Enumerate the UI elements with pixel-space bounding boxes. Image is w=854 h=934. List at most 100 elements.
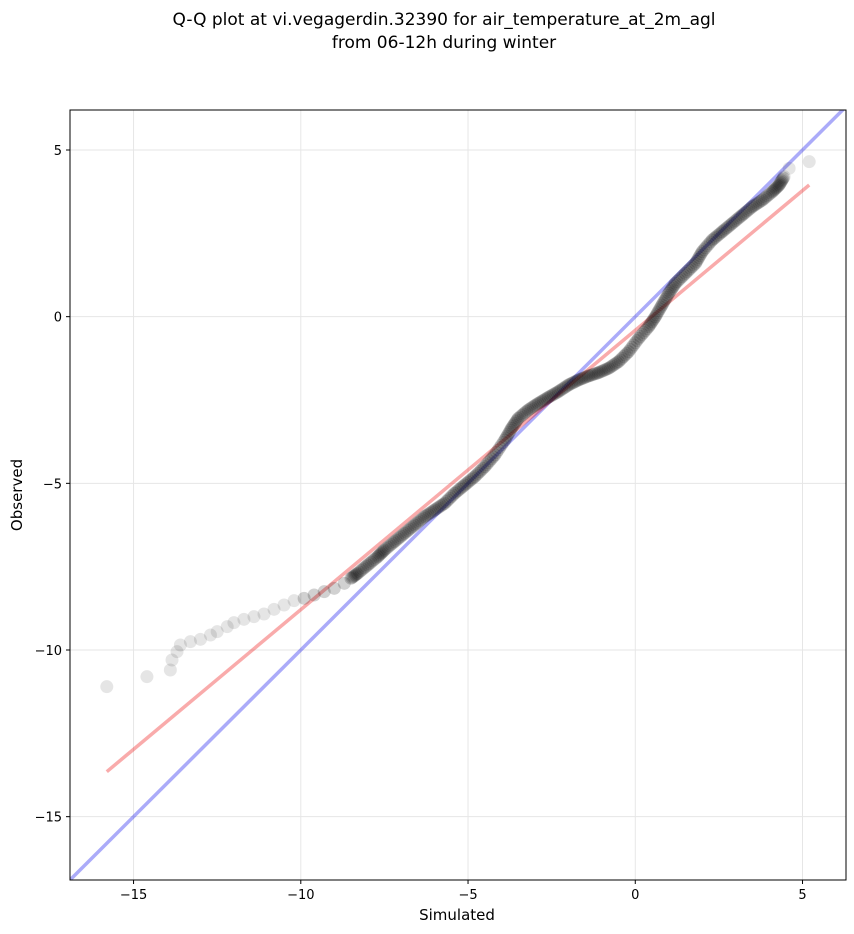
quantile-point <box>399 525 413 539</box>
quantile-point <box>678 266 692 280</box>
quantile-point <box>705 233 719 247</box>
quantile-point <box>344 571 358 585</box>
quantile-point <box>170 645 184 659</box>
quantile-point <box>404 521 418 535</box>
quantile-point <box>509 415 523 429</box>
quantile-point <box>720 221 734 234</box>
quantile-point <box>350 567 364 581</box>
quantile-point <box>563 377 577 391</box>
quantile-point <box>643 318 657 332</box>
quantile-point <box>267 602 281 616</box>
quantile-point <box>722 219 736 233</box>
quantile-point <box>364 555 378 569</box>
quantile-point <box>709 230 723 244</box>
quantile-point <box>769 181 783 195</box>
quantile-point <box>664 283 678 297</box>
quantile-point <box>424 505 438 519</box>
quantile-point <box>727 215 741 229</box>
quantile-point <box>734 209 748 223</box>
quantile-point <box>411 515 425 529</box>
quantile-point <box>694 247 708 261</box>
quantile-point <box>100 680 114 694</box>
quantile-point <box>247 610 261 624</box>
x-axis-ticks: −15 −10 −5 0 5 <box>120 880 807 903</box>
quantile-point <box>513 410 527 424</box>
quantile-point <box>536 393 550 407</box>
quantile-point <box>737 207 751 221</box>
quantile-point <box>725 216 739 230</box>
quantile-point <box>702 237 716 251</box>
quantile-point <box>673 271 687 285</box>
quantile-point <box>317 585 331 599</box>
quantile-point <box>608 357 622 371</box>
quantile-point <box>591 366 605 380</box>
quantile-point <box>762 187 776 201</box>
quantile-point <box>578 370 592 384</box>
quantile-point <box>623 342 637 356</box>
quantile-point <box>478 460 492 474</box>
quantile-point <box>690 254 704 268</box>
quantile-point <box>571 373 585 387</box>
quantile-point <box>359 559 373 573</box>
y-tick-label: 5 <box>54 144 62 159</box>
quantile-points <box>100 155 816 694</box>
quantile-point <box>481 456 495 470</box>
quantile-point <box>747 199 761 213</box>
x-tick-label: 5 <box>798 888 806 903</box>
quantile-point <box>555 382 569 396</box>
quantile-point <box>620 346 634 360</box>
quantile-point <box>434 499 448 513</box>
quantile-point <box>140 670 154 684</box>
plot-frame <box>69 109 847 881</box>
quantile-point <box>655 298 669 312</box>
quantile-point <box>695 245 709 259</box>
quantile-point <box>597 364 610 377</box>
x-axis-label: Simulated <box>419 906 495 924</box>
quantile-point <box>439 495 453 509</box>
quantile-point <box>688 256 702 270</box>
quantile-point <box>699 241 713 255</box>
quantile-point <box>525 401 539 415</box>
quantile-point <box>451 484 465 498</box>
quantile-point <box>397 526 411 540</box>
quantile-point <box>372 549 386 563</box>
quantile-point <box>466 471 480 485</box>
quantile-point <box>423 506 437 520</box>
quantile-point <box>775 172 789 186</box>
quantile-point <box>500 429 514 443</box>
quantile-point <box>670 275 684 289</box>
quantile-point <box>682 263 696 277</box>
quantile-point <box>486 450 500 464</box>
quantile-point <box>459 477 473 491</box>
quantile-point <box>672 273 686 287</box>
quantile-point <box>603 360 617 374</box>
quantile-point <box>386 536 400 550</box>
quantile-point <box>568 375 582 389</box>
quantile-point <box>581 369 595 383</box>
quantile-point <box>506 420 520 434</box>
quantile-point <box>644 316 658 330</box>
quantile-point <box>710 229 724 243</box>
y-tick-label: −15 <box>35 811 62 826</box>
quantile-point <box>277 598 291 612</box>
quantile-point <box>638 324 652 338</box>
quantile-point <box>473 465 487 479</box>
quantile-point <box>409 517 423 531</box>
quantile-point <box>354 564 368 578</box>
quantile-point <box>446 488 460 502</box>
quantile-point <box>777 170 791 184</box>
quantile-point <box>474 463 488 477</box>
quantile-point <box>580 370 594 384</box>
quantile-point <box>707 232 721 246</box>
quantile-point <box>479 458 493 472</box>
quantile-point <box>516 407 530 421</box>
quantile-point <box>764 186 778 200</box>
quantile-point <box>461 475 475 489</box>
quantile-point <box>493 441 507 454</box>
quantile-point <box>518 406 532 420</box>
one-to-one-line <box>70 110 846 880</box>
quantile-point <box>548 387 562 401</box>
quantile-point <box>648 310 662 324</box>
quantile-point <box>775 174 789 188</box>
quantile-point <box>489 446 503 459</box>
